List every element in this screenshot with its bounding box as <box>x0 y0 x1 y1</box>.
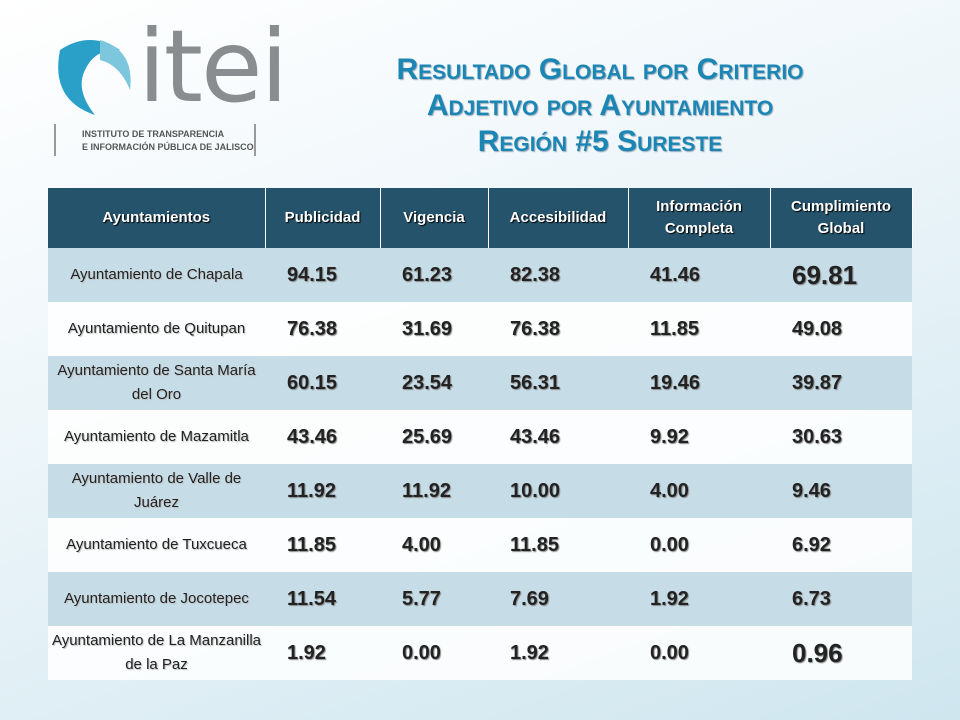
value-cell: 30.63 <box>770 410 912 464</box>
value-cell: 43.46 <box>265 410 380 464</box>
table-row: Ayuntamiento de Valle de Juárez 11.92 11.9… <box>48 464 912 518</box>
value-cell: 11.85 <box>628 302 770 356</box>
logo-line: E INFORMACIÓN PÚBLICA DE JALISCO <box>82 142 254 152</box>
table-row: Ayuntamiento de Chapala 94.15 61.23 82.38 41… <box>48 248 912 302</box>
value-cell: 11.85 <box>265 518 380 572</box>
header-cell: Cumplimiento Global <box>770 188 913 248</box>
value-cell: 6.92 <box>770 518 912 572</box>
value-cell: 31.69 <box>380 302 488 356</box>
value-cell: 0.00 <box>628 626 770 680</box>
municipality-cell: Ayuntamiento de La Manzanilla de la Paz <box>48 626 265 680</box>
value-cell: 56.31 <box>488 356 628 410</box>
value-cell: 10.00 <box>488 464 628 518</box>
header-row: Ayuntamientos Publicidad Vigencia Accesibil… <box>48 188 913 248</box>
value-cell: 4.00 <box>380 518 488 572</box>
table-row: Ayuntamiento de Quitupan 76.38 31.69 76.38 1… <box>48 302 912 356</box>
value-cell: 7.69 <box>488 572 628 626</box>
logo-icon <box>58 40 131 115</box>
value-cell: 0.00 <box>628 518 770 572</box>
value-cell: 11.92 <box>380 464 488 518</box>
table-row: Ayuntamiento de Jocotepec 11.54 5.77 7.69 1.… <box>48 572 912 626</box>
value-cell: 1.92 <box>265 626 380 680</box>
value-cell: 94.15 <box>265 248 380 302</box>
municipality-cell: Ayuntamiento de Valle de Juárez <box>48 464 265 518</box>
header-cell: Vigencia <box>380 188 489 248</box>
header-cell: Información Completa <box>628 188 771 248</box>
table-row: Ayuntamiento de Mazamitla 43.46 25.69 43.46… <box>48 410 912 464</box>
value-cell: 9.46 <box>770 464 912 518</box>
value-cell: 11.85 <box>488 518 628 572</box>
value-cell: 1.92 <box>628 572 770 626</box>
title-line: Adjetivo por Ayuntamiento <box>426 89 774 122</box>
value-cell: 4.00 <box>628 464 770 518</box>
table-row: Ayuntamiento de La Manzanilla de la Paz 1… <box>48 626 912 680</box>
value-cell: 25.69 <box>380 410 488 464</box>
value-cell: 60.15 <box>265 356 380 410</box>
header-cell: Publicidad <box>265 188 381 248</box>
title-line: Resultado Global por Criterio <box>396 53 804 86</box>
title-line: Región #5 Sureste <box>477 125 723 158</box>
value-cell: 49.08 <box>770 302 912 356</box>
value-cell: 9.92 <box>628 410 770 464</box>
table-row: Ayuntamiento de Tuxcueca 11.85 4.00 11.85 0.… <box>48 518 912 572</box>
value-cell: 1.92 <box>488 626 628 680</box>
logo-name: itei <box>138 8 288 125</box>
value-cell: 19.46 <box>628 356 770 410</box>
value-cell: 41.46 <box>628 248 770 302</box>
value-cell: 11.54 <box>265 572 380 626</box>
value-cell: 76.38 <box>265 302 380 356</box>
value-cell: 0.00 <box>380 626 488 680</box>
municipality-cell: Ayuntamiento de Chapala <box>48 248 265 302</box>
value-cell: 6.73 <box>770 572 912 626</box>
municipality-cell: Ayuntamiento de Santa María del Oro <box>48 356 265 410</box>
municipality-cell: Ayuntamiento de Mazamitla <box>48 410 265 464</box>
value-cell: 23.54 <box>380 356 488 410</box>
value-cell: 43.46 <box>488 410 628 464</box>
header-cell: Ayuntamientos <box>48 188 266 248</box>
municipality-cell: Ayuntamiento de Tuxcueca <box>48 518 265 572</box>
table-row: Ayuntamiento de Santa María del Oro 60.15… <box>48 356 912 410</box>
results-table: Ayuntamientos Publicidad Vigencia Accesibil… <box>48 188 913 680</box>
value-cell: 76.38 <box>488 302 628 356</box>
value-cell: 11.92 <box>265 464 380 518</box>
value-cell: 61.23 <box>380 248 488 302</box>
municipality-cell: Ayuntamiento de Jocotepec <box>48 572 265 626</box>
title: Resultado Global por Criterio Adjetivo p… <box>300 52 900 160</box>
value-cell: 5.77 <box>380 572 488 626</box>
municipality-cell: Ayuntamiento de Quitupan <box>48 302 265 356</box>
logo-line: INSTITUTO DE TRANSPARENCIA <box>82 129 225 139</box>
value-cell: 0.96 <box>770 626 912 680</box>
header-cell: Accesibilidad <box>488 188 629 248</box>
value-cell: 69.81 <box>770 248 912 302</box>
logo-subtitle: INSTITUTO DE TRANSPARENCIA E INFORMACIÓN… <box>54 124 256 156</box>
value-cell: 39.87 <box>770 356 912 410</box>
value-cell: 82.38 <box>488 248 628 302</box>
